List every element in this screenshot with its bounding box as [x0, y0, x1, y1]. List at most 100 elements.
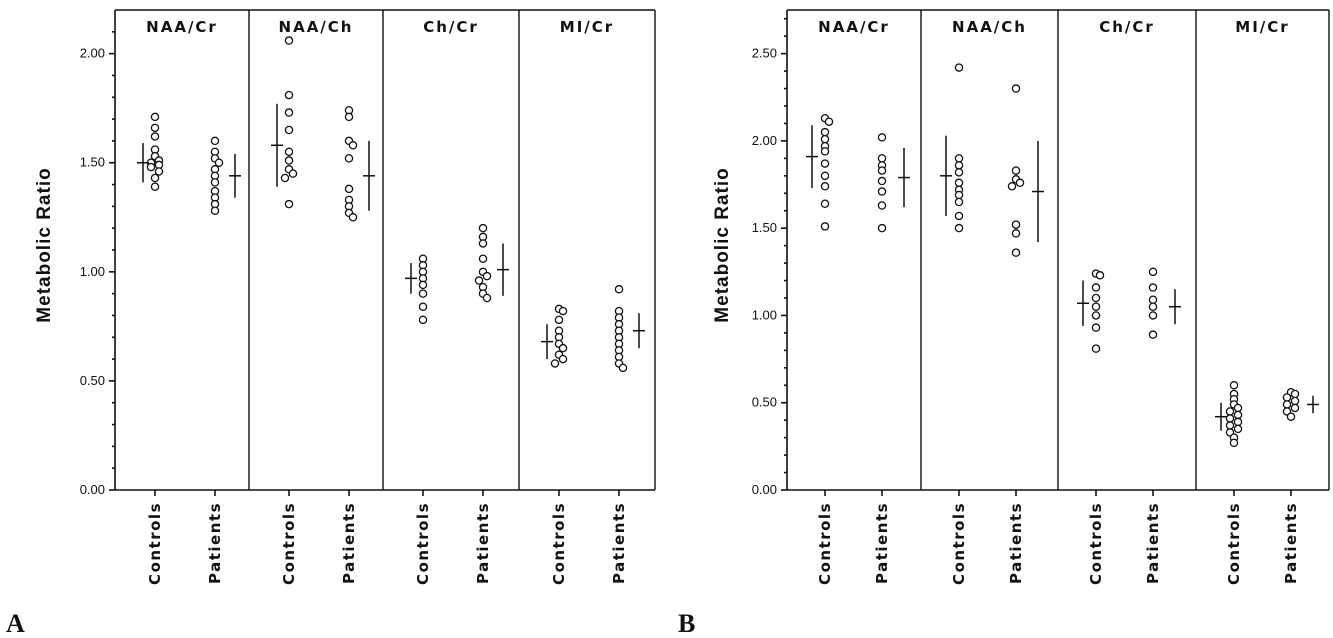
data-point-patients	[344, 154, 354, 163]
panel-title: Ch/Cr	[423, 18, 479, 36]
data-point-patients	[1290, 396, 1300, 406]
panel-title: NAA/Cr	[818, 18, 890, 36]
panel-title: Ch/Cr	[1099, 18, 1155, 36]
data-point-controls	[820, 171, 830, 181]
data-point-controls	[820, 199, 830, 208]
data-point-controls	[1233, 403, 1243, 413]
data-point-controls	[824, 117, 834, 126]
y-tick-label: 2.50	[752, 46, 777, 61]
data-point-patients	[210, 136, 220, 146]
data-point-patients	[877, 223, 887, 233]
y-tick-label: 0.00	[80, 482, 105, 497]
data-point-controls	[1229, 438, 1239, 448]
data-point-controls	[954, 168, 964, 177]
data-point-patients	[877, 133, 887, 142]
data-point-controls	[418, 315, 428, 325]
data-point-controls	[1091, 283, 1101, 292]
data-point-controls	[1233, 417, 1243, 427]
data-point-controls	[558, 354, 568, 364]
data-point-patients	[1148, 295, 1158, 304]
data-point-patients	[1286, 412, 1296, 421]
data-point-controls	[1233, 424, 1243, 434]
data-point-patients	[1015, 178, 1025, 188]
x-tick-label: Controls	[414, 502, 432, 585]
data-point-controls	[1091, 302, 1101, 311]
panel-label-b: B	[678, 609, 695, 638]
data-point-controls	[820, 159, 830, 168]
data-point-patients	[1007, 182, 1017, 191]
y-tick-label: 1.00	[752, 307, 777, 322]
data-point-controls	[1233, 410, 1243, 420]
data-point-patients	[482, 293, 492, 303]
data-point-patients	[348, 141, 358, 150]
data-point-patients	[344, 184, 354, 194]
data-point-patients	[877, 166, 887, 175]
data-point-patients	[1011, 248, 1021, 257]
data-point-patients	[1282, 393, 1292, 402]
x-tick-label: Controls	[950, 502, 968, 585]
data-point-patients	[1148, 311, 1158, 320]
data-point-controls	[418, 289, 428, 298]
data-point-patients	[348, 213, 358, 222]
data-point-controls	[558, 343, 568, 353]
data-point-patients	[478, 223, 488, 233]
data-point-patients	[1011, 220, 1021, 229]
data-point-controls	[150, 112, 160, 122]
data-point-patients	[482, 271, 492, 281]
data-point-controls	[1091, 344, 1101, 353]
data-point-controls	[820, 182, 830, 191]
x-tick-label: Controls	[280, 502, 298, 585]
panel-title: MI/Cr	[1235, 18, 1289, 36]
data-point-patients	[1148, 330, 1158, 339]
panel-title: NAA/Ch	[952, 18, 1027, 36]
panel-label-a: A	[6, 609, 25, 638]
data-point-controls	[820, 147, 830, 156]
data-point-controls	[284, 147, 294, 157]
data-point-controls	[284, 108, 294, 117]
chart-a: A Metabolic Ratio 0.00 0.50 1.00 1.50 2.00 NA…	[6, 9, 656, 638]
data-point-controls	[280, 173, 290, 183]
data-point-controls	[954, 63, 964, 72]
data-point-patients	[1290, 403, 1300, 413]
y-tick-label: 0.50	[752, 395, 777, 410]
x-tick-label: Patients	[1282, 502, 1300, 584]
data-point-patients	[877, 187, 887, 196]
data-point-controls	[954, 178, 964, 188]
data-point-controls	[288, 169, 298, 178]
data-point-patients	[1011, 84, 1021, 93]
panel-title: NAA/Ch	[279, 18, 354, 36]
x-tick-label: Patients	[873, 502, 891, 584]
data-point-patients	[614, 285, 624, 294]
data-point-controls	[954, 223, 964, 233]
data-point-controls	[1091, 293, 1101, 303]
y-tick-label: 1.50	[80, 155, 105, 170]
data-point-controls	[284, 156, 294, 165]
panel-title: NAA/Cr	[146, 18, 218, 36]
data-point-patients	[877, 154, 887, 163]
data-point-controls	[820, 134, 830, 144]
data-point-patients	[1011, 229, 1021, 238]
x-tick-label: Patients	[474, 502, 492, 584]
data-point-controls	[150, 173, 160, 183]
data-point-patients	[1148, 283, 1158, 292]
data-point-controls	[1225, 414, 1235, 423]
x-tick-label: Patients	[206, 502, 224, 584]
data-point-controls	[954, 211, 964, 221]
data-point-patients	[618, 363, 628, 373]
y-tick-label: 2.00	[752, 133, 777, 148]
y-tick-label: 1.50	[752, 220, 777, 235]
data-point-controls	[1225, 421, 1235, 430]
data-point-controls	[1095, 271, 1105, 280]
data-point-controls	[146, 162, 156, 172]
x-tick-label: Patients	[340, 502, 358, 584]
panel-title: MI/Cr	[560, 18, 614, 36]
data-point-controls	[1091, 311, 1101, 320]
data-point-patients	[214, 158, 224, 167]
data-point-patients	[478, 254, 488, 263]
data-point-patients	[1290, 389, 1300, 399]
x-tick-label: Controls	[816, 502, 834, 585]
data-point-controls	[820, 127, 830, 137]
data-point-controls	[284, 199, 294, 209]
data-point-controls	[1225, 407, 1235, 416]
